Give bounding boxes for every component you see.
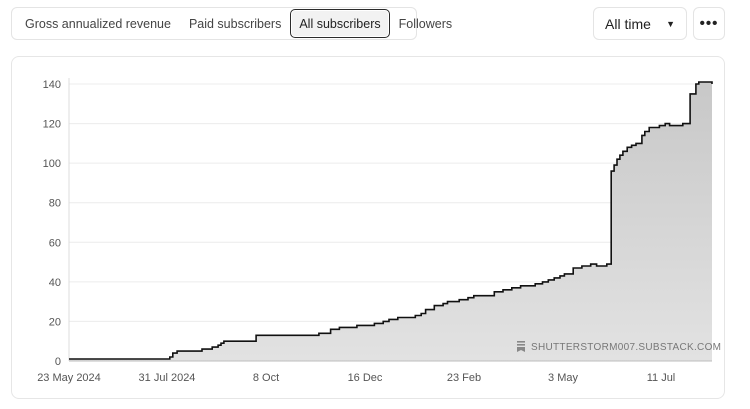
tab-followers[interactable]: Followers <box>398 16 453 31</box>
x-tick-label: 3 May <box>548 372 578 384</box>
caret-down-icon: ▼ <box>666 18 675 29</box>
time-period-dropdown[interactable]: All time ▼ <box>593 7 687 40</box>
ellipsis-icon: ••• <box>699 15 719 32</box>
x-tick-label: 31 Jul 2024 <box>139 372 196 384</box>
watermark-text: SHUTTERSTORM007.SUBSTACK.COM <box>531 342 721 353</box>
substack-logo-icon <box>517 341 525 352</box>
y-tick-label: 0 <box>55 356 61 368</box>
y-tick-label: 60 <box>49 237 61 249</box>
top-toolbar: Gross annualized revenue Paid subscriber… <box>0 0 750 46</box>
y-tick-label: 140 <box>43 79 61 91</box>
y-tick-label: 100 <box>43 158 61 170</box>
x-tick-label: 23 Feb <box>447 372 481 384</box>
x-tick-label: 16 Dec <box>348 372 383 384</box>
y-tick-label: 120 <box>43 119 61 131</box>
chart-card: 0 20 40 60 80 100 120 140 23 May 2024 31 Jul 2024… <box>11 56 725 399</box>
y-tick-label: 20 <box>49 316 61 328</box>
series-area <box>69 82 712 361</box>
metric-tabs: Gross annualized revenue Paid subscriber… <box>11 7 452 40</box>
time-period-label: All time <box>605 15 651 32</box>
series-line <box>69 81 713 360</box>
tab-gross-annualized-revenue[interactable]: Gross annualized revenue <box>25 16 171 31</box>
subscribers-chart: 0 20 40 60 80 100 120 140 23 May 2024 31 Jul 2024… <box>37 78 721 384</box>
x-tick-label: 8 Oct <box>253 372 279 384</box>
y-tick-label: 40 <box>49 277 61 289</box>
x-tick-label: 23 May 2024 <box>37 372 101 384</box>
y-tick-label: 80 <box>49 198 61 210</box>
watermark: SHUTTERSTORM007.SUBSTACK.COM <box>517 341 721 353</box>
more-options-button[interactable]: ••• <box>693 7 725 40</box>
tab-paid-subscribers[interactable]: Paid subscribers <box>188 16 282 31</box>
x-tick-label: 11 Jul <box>647 372 676 384</box>
tab-all-subscribers[interactable]: All subscribers <box>290 9 390 38</box>
